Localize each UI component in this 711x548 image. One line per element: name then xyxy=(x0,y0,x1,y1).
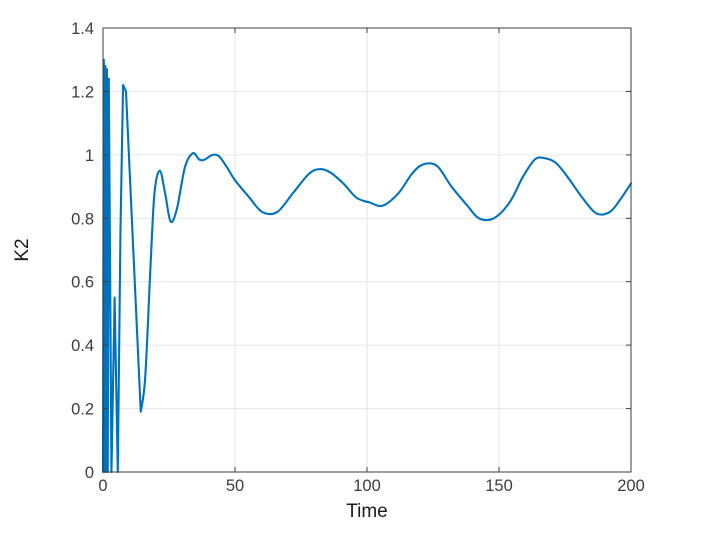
svg-text:0.6: 0.6 xyxy=(71,274,94,292)
svg-text:0.8: 0.8 xyxy=(71,210,94,228)
svg-text:50: 50 xyxy=(226,477,244,495)
svg-text:0.4: 0.4 xyxy=(71,337,94,355)
svg-text:1.2: 1.2 xyxy=(71,83,94,101)
svg-text:1: 1 xyxy=(85,147,94,165)
svg-text:0: 0 xyxy=(85,464,94,482)
svg-text:150: 150 xyxy=(485,477,513,495)
svg-text:Time: Time xyxy=(346,501,388,522)
svg-text:0: 0 xyxy=(98,477,107,495)
svg-text:K2: K2 xyxy=(12,238,33,261)
svg-text:1.4: 1.4 xyxy=(71,20,94,38)
svg-text:0.2: 0.2 xyxy=(71,401,94,419)
svg-text:100: 100 xyxy=(353,477,381,495)
svg-text:200: 200 xyxy=(617,477,645,495)
